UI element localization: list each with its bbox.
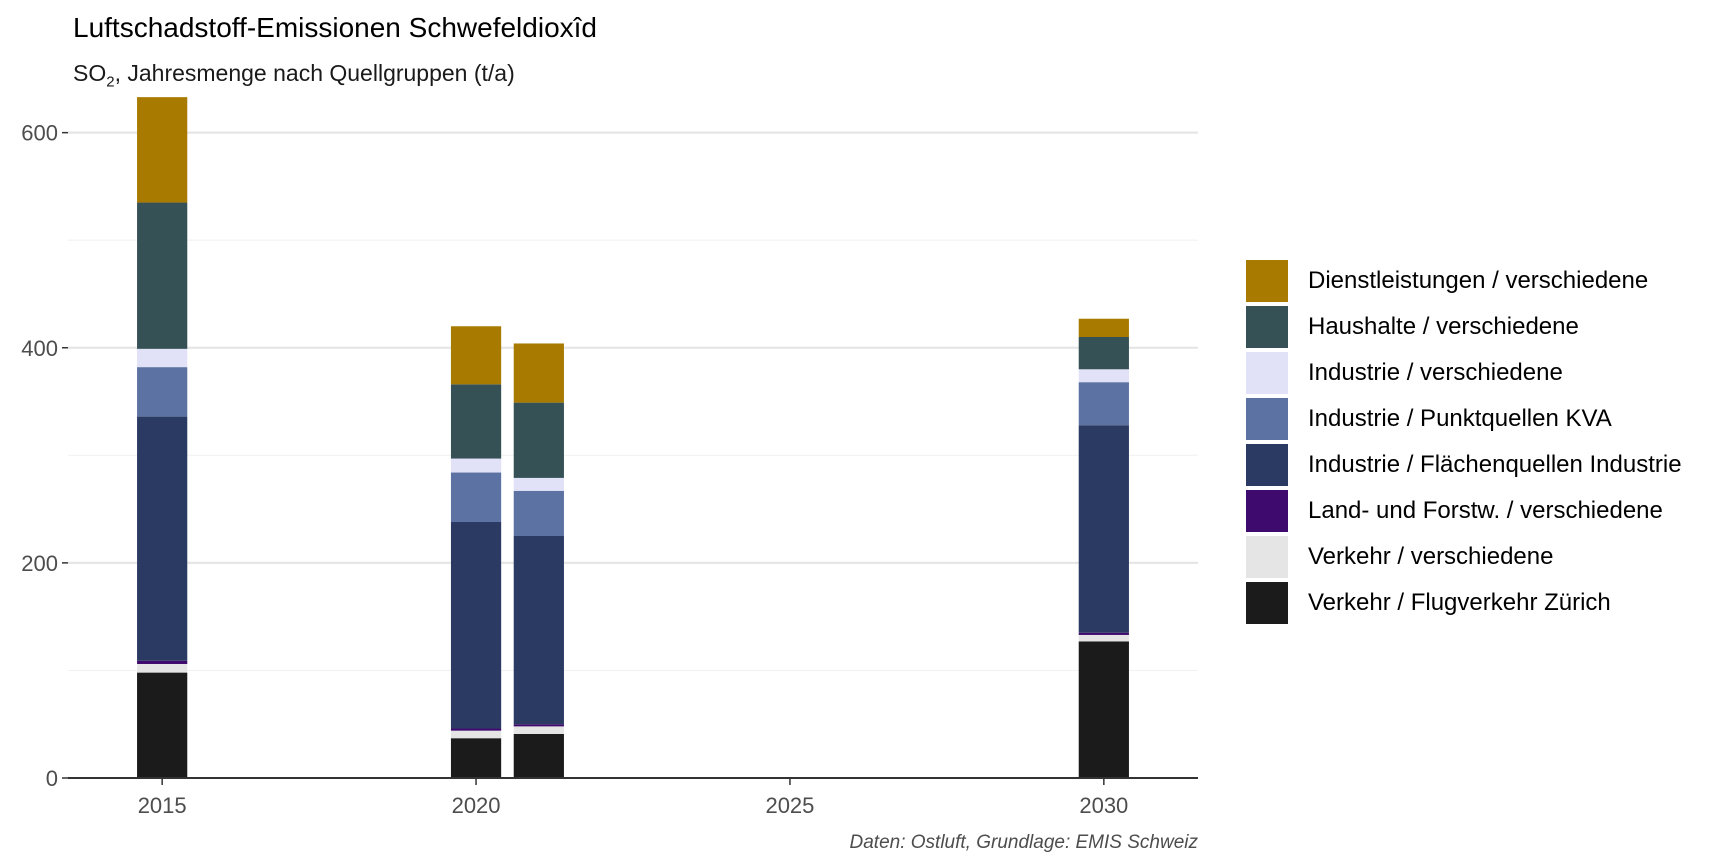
subtitle-formula: SO [73, 60, 107, 86]
y-tick-label: 200 [21, 551, 58, 576]
legend-key [1246, 582, 1288, 624]
legend-item: Verkehr / verschiedene [1246, 534, 1682, 580]
x-tick-label: 2020 [452, 793, 501, 818]
bar-segment [137, 202, 188, 349]
x-tick-label: 2025 [765, 793, 814, 818]
legend-key [1246, 536, 1288, 578]
legend-item: Industrie / verschiedene [1246, 350, 1682, 396]
bar-segment [513, 535, 564, 725]
y-tick-label: 0 [46, 766, 58, 791]
major-gridlines [68, 131, 1198, 564]
legend-label: Industrie / verschiedene [1308, 359, 1563, 386]
legend: Dienstleistungen / verschiedene Haushalte… [1246, 258, 1682, 626]
legend-key [1246, 260, 1288, 302]
x-tick-label: 2030 [1079, 793, 1128, 818]
bar-segment [137, 348, 188, 368]
y-tick-label: 600 [21, 121, 58, 146]
legend-key [1246, 444, 1288, 486]
bar-segment [1078, 369, 1129, 383]
legend-key [1246, 352, 1288, 394]
minor-gridlines [68, 239, 1198, 672]
x-axis: 2015 2020 2025 2030 [68, 777, 1198, 818]
bar-segment [137, 97, 188, 203]
legend-label: Land- und Forstw. / verschiedene [1308, 497, 1663, 524]
bar-segment [137, 672, 188, 778]
legend-item: Land- und Forstw. / verschiedene [1246, 488, 1682, 534]
bar-segment [450, 326, 502, 385]
bar-segment [137, 367, 188, 417]
bar-segment [450, 738, 502, 778]
bar-segment [513, 343, 564, 403]
bar-segment [513, 477, 564, 491]
bar-segment [450, 728, 502, 731]
bar-segment [450, 730, 502, 739]
y-tick-label: 400 [21, 336, 58, 361]
legend-key [1246, 398, 1288, 440]
bar-segment [450, 522, 502, 729]
bar-segment [137, 663, 188, 673]
subtitle-subscript: 2 [106, 73, 115, 91]
legend-label: Dienstleistungen / verschiedene [1308, 267, 1649, 294]
legend-label: Industrie / Punktquellen KVA [1308, 405, 1612, 432]
bar-segment [513, 724, 564, 727]
legend-label: Industrie / Flächenquellen Industrie [1308, 451, 1682, 478]
bar-segment [1078, 634, 1129, 642]
bar-segment [513, 490, 564, 536]
legend-label: Verkehr / verschiedene [1308, 543, 1554, 570]
bar-segment [450, 458, 502, 473]
data-source-caption: Daten: Ostluft, Grundlage: EMIS Schweiz [849, 832, 1199, 853]
bar-segment [137, 416, 188, 661]
legend-item: Verkehr / Flugverkehr Zürich [1246, 580, 1682, 626]
bars [137, 97, 1129, 778]
bar-segment [1078, 641, 1129, 778]
bar-segment [1078, 337, 1129, 370]
legend-item: Haushalte / verschiedene [1246, 304, 1682, 350]
bar-segment [450, 472, 502, 523]
legend-label: Haushalte / verschiedene [1308, 313, 1579, 340]
y-axis: 0 200 400 600 [21, 121, 68, 791]
bar-segment [513, 402, 564, 478]
bar-segment [1078, 632, 1129, 635]
legend-item: Industrie / Punktquellen KVA [1246, 396, 1682, 442]
chart-subtitle: SO2, Jahresmenge nach Quellgruppen (t/a) [73, 60, 515, 91]
bar-segment [1078, 382, 1129, 426]
legend-label: Verkehr / Flugverkehr Zürich [1308, 589, 1611, 616]
legend-key [1246, 306, 1288, 348]
subtitle-text: , Jahresmenge nach Quellgruppen (t/a) [114, 60, 515, 86]
legend-key [1246, 490, 1288, 532]
bar-segment [137, 660, 188, 664]
x-tick-label: 2015 [138, 793, 187, 818]
bar-segment [513, 726, 564, 734]
bar-segment [450, 384, 502, 459]
legend-item: Dienstleistungen / verschiedene [1246, 258, 1682, 304]
bar-segment [1078, 318, 1129, 338]
bar-segment [1078, 425, 1129, 633]
chart-title: Luftschadstoff-Emissionen Schwefeldioxîd [73, 12, 597, 43]
bar-segment [513, 733, 564, 778]
legend-item: Industrie / Flächenquellen Industrie [1246, 442, 1682, 488]
